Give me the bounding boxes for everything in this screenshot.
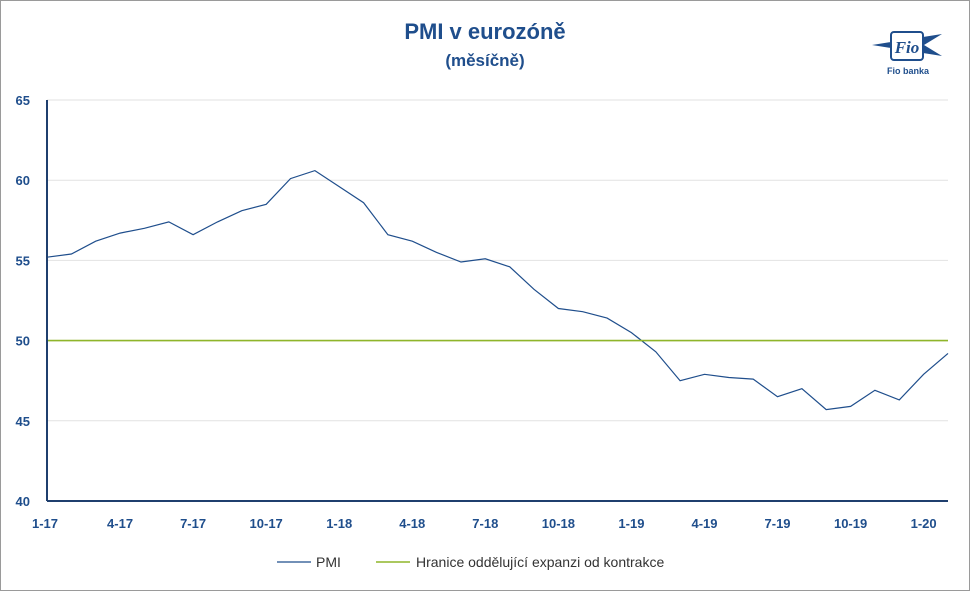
series-line-0 [46,169,949,411]
x-tick-label-10-18: 10-18 [542,516,575,531]
x-tick-label-10-17: 10-17 [250,516,283,531]
y-tick-label-50: 50 [16,334,30,349]
chart-subtitle: (měsíčně) [445,51,525,70]
x-tick-label-1-17: 1-17 [32,516,58,531]
y-tick-label-60: 60 [16,173,30,188]
gridlines [47,99,948,422]
legend-label-0: PMI [316,554,341,570]
x-tick-label-4-19: 4-19 [691,516,717,531]
y-tick-label-45: 45 [16,414,30,429]
x-tick-label-4-17: 4-17 [107,516,133,531]
logo-mark: Fio [894,38,920,57]
x-axis-ticks: 1-17 4-17 7-17 10-17 1-18 4-18 7-18 10-18 1-19 4-… [32,516,937,531]
chart-title: PMI v eurozóně [404,19,566,44]
x-tick-label-1-18: 1-18 [326,516,352,531]
x-tick-label-7-18: 7-18 [472,516,498,531]
series-layer [46,169,949,411]
fio-banka-logo: Fio [872,31,942,61]
legend-label-1: Hranice oddělující expanzi od kontrakce [416,554,664,570]
y-tick-label-55: 55 [16,253,30,268]
x-tick-label-1-19: 1-19 [618,516,644,531]
x-tick-label-4-18: 4-18 [399,516,425,531]
legend: PMI Hranice oddělující expanzi od kontrak… [277,554,664,570]
logo-label: Fio banka [886,66,929,76]
x-tick-label-7-19: 7-19 [765,516,791,531]
x-tick-label-1-20: 1-20 [911,516,937,531]
x-tick-label-10-19: 10-19 [834,516,867,531]
y-axis-ticks: 40 45 50 55 60 65 [16,93,30,509]
y-tick-label-65: 65 [16,93,30,108]
x-tick-label-7-17: 7-17 [180,516,206,531]
y-tick-label-40: 40 [16,494,30,509]
